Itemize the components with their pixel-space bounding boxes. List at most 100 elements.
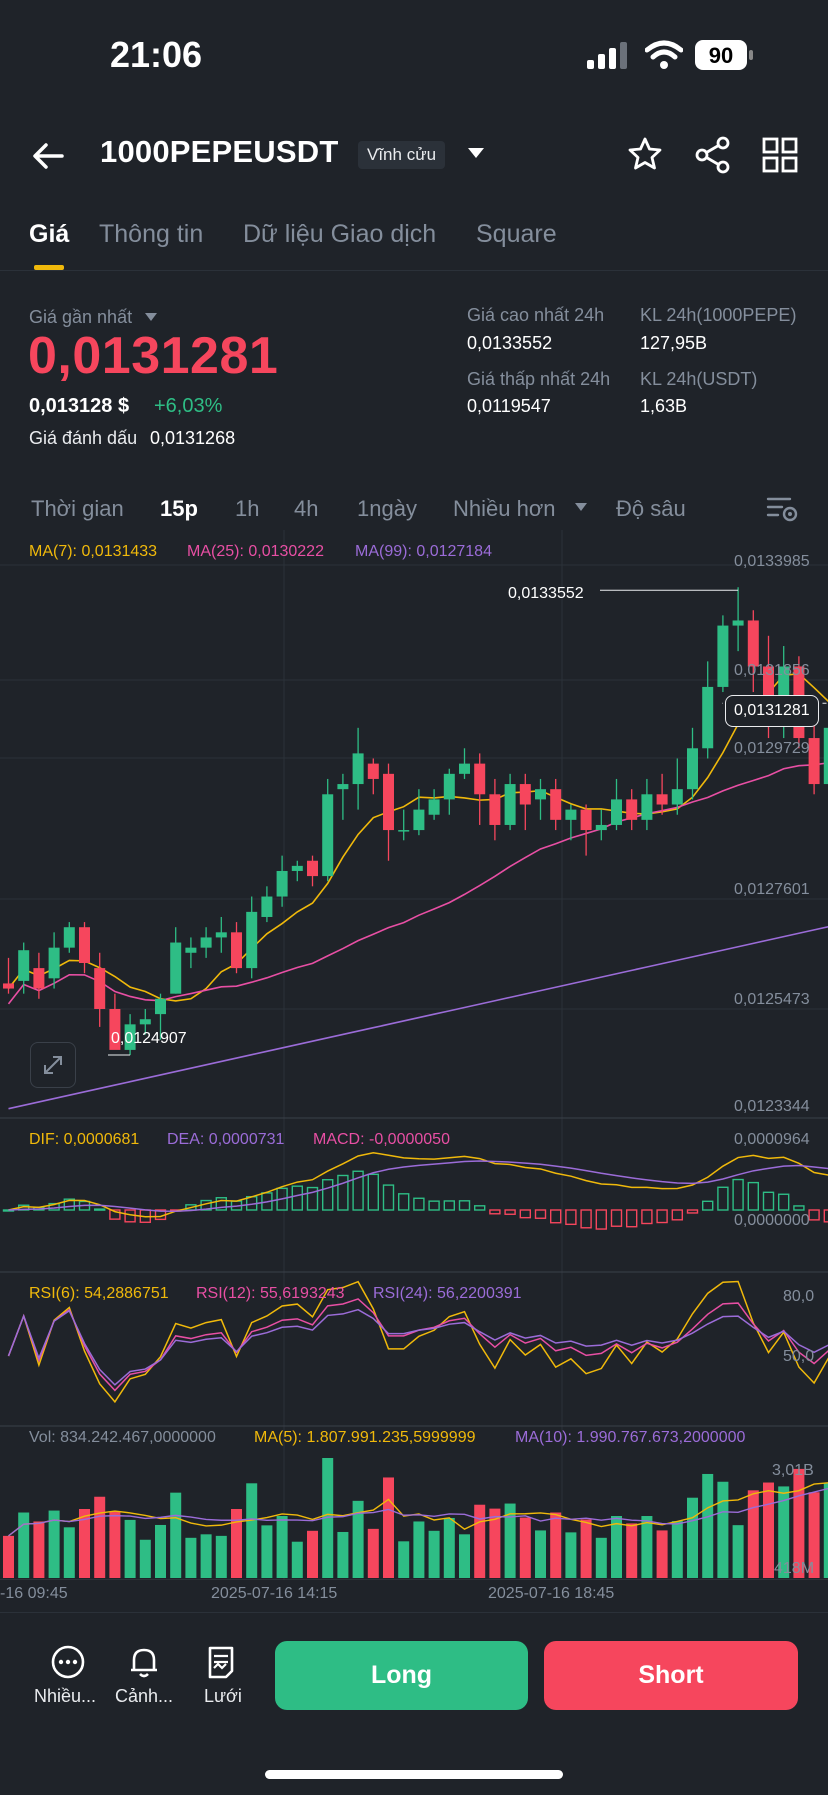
grid-bot-icon[interactable] (191, 1644, 251, 1680)
volume-bar (732, 1525, 744, 1578)
ma25-legend: MA(25): 0,0130222 (187, 543, 324, 560)
vol-axis-label: 418M (774, 1560, 815, 1577)
macd-bar (580, 1209, 592, 1229)
candle-body (337, 784, 349, 790)
tab-square[interactable]: Square (476, 220, 557, 248)
high-marker-label: 0,0133552 (508, 585, 584, 602)
macd-bar (702, 1200, 714, 1211)
vol-quote: 1,63B (640, 396, 688, 416)
macd-bar (398, 1193, 410, 1211)
vol-quote-label: KL 24h(USDT) (640, 369, 758, 389)
volume-bar (18, 1512, 30, 1578)
candle-body (808, 738, 820, 785)
price-axis-label: 0,0123344 (734, 1098, 810, 1115)
volume-bar (94, 1496, 106, 1578)
timeframe-1h[interactable]: 1h (235, 496, 260, 521)
more-caret-icon[interactable] (574, 502, 588, 512)
macd-bar (762, 1191, 775, 1211)
symbol-title[interactable]: 1000PEPEUSDT (100, 134, 339, 169)
bell-icon[interactable] (114, 1644, 174, 1680)
ma99-legend: MA(99): 0,0127184 (355, 543, 492, 560)
macd-bar (443, 1200, 455, 1211)
macd-bar (823, 1209, 828, 1223)
macd-bar (63, 1198, 76, 1211)
timeframe-1d[interactable]: 1ngày (357, 496, 417, 521)
volume-bar (398, 1541, 410, 1578)
macd-bar (382, 1184, 395, 1211)
tab-info[interactable]: Thông tin (99, 220, 204, 248)
macd-bar (489, 1209, 501, 1215)
grid-menu-icon[interactable] (762, 137, 798, 173)
timeframe-15m[interactable]: 15p (160, 496, 198, 521)
volume-bar (808, 1492, 820, 1578)
back-arrow-icon[interactable] (30, 138, 66, 174)
grid-label[interactable]: Lưới (204, 1686, 242, 1706)
candle-body (109, 1009, 121, 1050)
volume-bar (565, 1532, 577, 1578)
share-icon[interactable] (694, 136, 732, 174)
candle-body (565, 809, 577, 820)
volume-bar (337, 1531, 349, 1578)
candle-body (33, 968, 45, 989)
more-options-icon[interactable] (38, 1644, 98, 1680)
star-icon[interactable] (627, 136, 663, 172)
candle-body (535, 789, 546, 800)
volume-bar (580, 1519, 592, 1578)
candle-body (367, 763, 379, 779)
rsi12-line (7, 1298, 828, 1392)
volume-bar (261, 1525, 273, 1578)
rsi24-legend: RSI(24): 56,2200391 (373, 1285, 522, 1302)
candle-body (687, 748, 698, 790)
dif-legend: DIF: 0,0000681 (29, 1131, 140, 1148)
candle-body (732, 620, 744, 626)
dea-legend: DEA: 0,0000731 (167, 1131, 285, 1148)
tab-trading-data[interactable]: Dữ liệu Giao dịch (243, 220, 437, 248)
macd-bar (519, 1209, 531, 1219)
volume-bar (139, 1539, 151, 1578)
rsi-axis-label: 80,0 (783, 1288, 815, 1305)
caret-down-icon[interactable] (144, 312, 158, 322)
timeframe-time[interactable]: Thời gian (31, 496, 124, 521)
candle-body (489, 794, 501, 825)
vol-axis-label: 3,01B (772, 1462, 814, 1479)
volume-bar (367, 1528, 379, 1578)
macd-bar (367, 1173, 379, 1211)
macd-bar (671, 1209, 683, 1221)
timeframe-4h[interactable]: 4h (294, 496, 319, 521)
more-options-label[interactable]: Nhiều... (34, 1686, 97, 1706)
candle-body (428, 799, 440, 815)
candle-body (3, 983, 14, 989)
long-button[interactable]: Long (275, 1641, 528, 1710)
vol-base-label: KL 24h(1000PEPE) (640, 305, 797, 325)
candle-body (63, 927, 75, 948)
macd-bar (306, 1186, 319, 1211)
tab-price[interactable]: Giá (29, 220, 70, 248)
expand-chart-icon[interactable] (30, 1042, 76, 1088)
macd-bar (413, 1197, 425, 1211)
chevron-down-icon[interactable] (466, 146, 486, 160)
alert-label[interactable]: Cảnh... (115, 1686, 174, 1706)
volume-bar (474, 1504, 486, 1578)
candle-body (139, 1019, 151, 1025)
high-24h: 0,0133552 (467, 333, 553, 353)
candlestick-chart[interactable] (0, 530, 828, 1580)
chart-settings-icon[interactable] (766, 494, 798, 524)
volume-bar (763, 1482, 774, 1578)
vol-base: 127,95B (640, 333, 708, 353)
rsi6-line (7, 1280, 828, 1404)
volume-bar (48, 1510, 60, 1578)
volume-bar (413, 1521, 425, 1578)
candle-body (702, 686, 714, 749)
volume-bar (443, 1517, 455, 1578)
timeframe-more[interactable]: Nhiều hơn (453, 496, 556, 521)
ma7-line (7, 672, 828, 1002)
candle-body (261, 896, 273, 917)
short-button[interactable]: Short (544, 1641, 798, 1710)
macd-bar (641, 1209, 653, 1225)
last-price-label[interactable]: Giá gần nhất (29, 307, 133, 327)
volume-bar (671, 1521, 683, 1578)
volume-bar (33, 1521, 45, 1578)
low-24h-label: Giá thấp nhất 24h (467, 369, 611, 389)
timeframe-depth[interactable]: Độ sâu (616, 496, 686, 521)
candle-body (413, 809, 425, 831)
